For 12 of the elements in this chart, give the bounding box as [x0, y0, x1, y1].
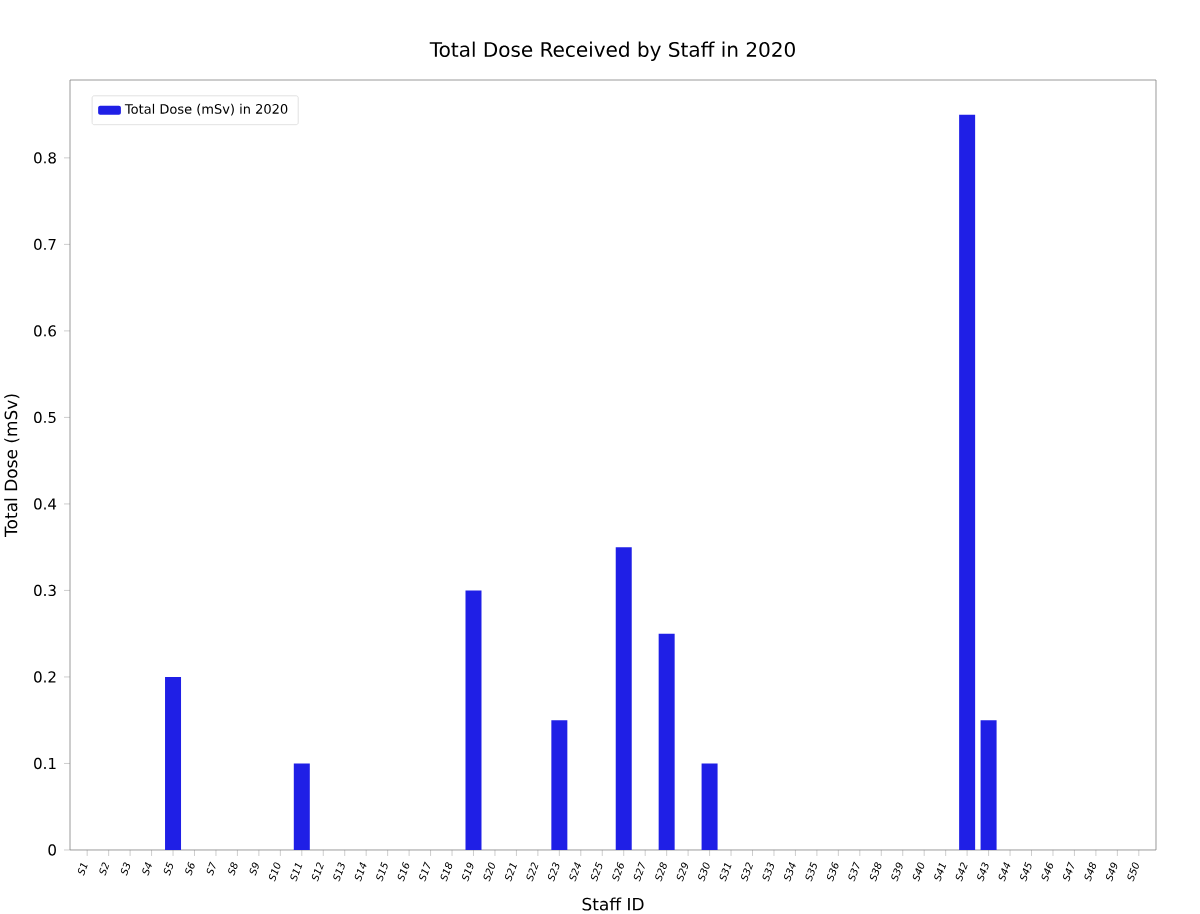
bar — [551, 720, 568, 850]
bar — [615, 547, 632, 850]
bar — [658, 633, 675, 850]
bar — [980, 720, 997, 850]
chart-title: Total Dose Received by Staff in 2020 — [429, 41, 795, 61]
y-axis-title: Total Dose (mSv) — [4, 394, 20, 538]
bar — [293, 763, 310, 850]
bar — [959, 114, 976, 850]
bar — [465, 590, 482, 850]
bar — [701, 763, 718, 850]
x-axis-title: Staff ID — [582, 897, 644, 911]
bar — [165, 676, 182, 850]
